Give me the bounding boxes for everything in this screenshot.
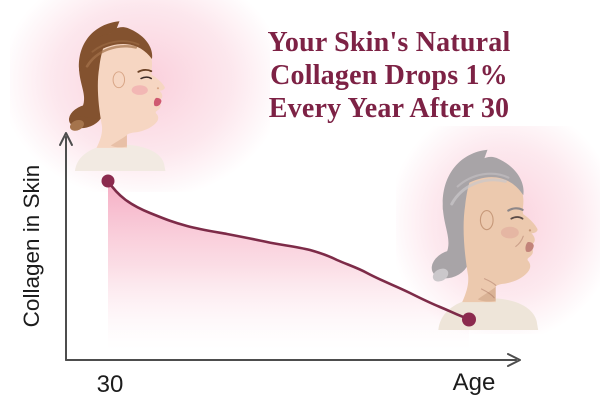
x-axis-arrow-icon bbox=[507, 353, 521, 367]
area-fill-path bbox=[108, 181, 469, 348]
chart-title: Your Skin's Natural Collagen Drops 1% Ev… bbox=[238, 26, 540, 125]
title-line-1: Your Skin's Natural bbox=[267, 27, 511, 58]
curve-start-dot bbox=[101, 174, 115, 188]
x-axis-label: Age bbox=[452, 369, 496, 396]
y-axis-label: Collagen in Skin bbox=[19, 164, 44, 328]
y-axis-arrow-icon bbox=[59, 132, 73, 146]
title-line-3: Every Year After 30 bbox=[268, 93, 510, 124]
title-line-2: Collagen Drops 1% bbox=[270, 60, 508, 91]
collagen-curve bbox=[106, 179, 471, 321]
x-axis-tick-30: 30 bbox=[96, 371, 124, 398]
curve-end-dot bbox=[462, 312, 476, 327]
